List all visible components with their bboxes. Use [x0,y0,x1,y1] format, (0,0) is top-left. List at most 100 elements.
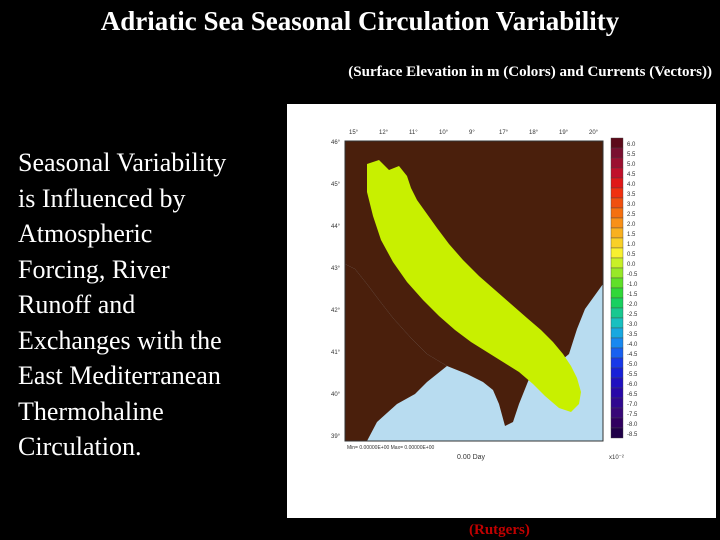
left-axis-label: 42° [331,308,341,314]
top-axis-label: 15° [349,130,359,136]
top-axis-label: 17° [499,130,509,136]
colorbar-label: 0.0 [627,262,636,268]
colorbar-label: -3.5 [627,332,638,338]
colorbar-swatch [610,227,624,239]
colorbar-label: -5.5 [627,372,638,378]
top-axis-label: 18° [529,130,539,136]
colorbar-swatch [610,257,624,269]
colorbar-label: 2.0 [627,222,636,228]
body-text: Seasonal Variability is Influenced by At… [18,145,278,465]
body-line: Atmospheric [18,219,153,248]
colorbar-label: 2.5 [627,212,636,218]
colorbar-label: -6.0 [627,382,638,388]
map-border [344,140,604,442]
colorbar-label: 4.0 [627,182,636,188]
left-axis-label: 46° [331,140,341,146]
colorbar-label: -2.5 [627,312,638,318]
colorbar-label: -3.0 [627,322,638,328]
colorbar-swatch [610,317,624,329]
colorbar-label: -4.5 [627,352,638,358]
colorbar-swatch [610,267,624,279]
colorbar-label: 3.0 [627,202,636,208]
colorbar-label: -5.0 [627,362,638,368]
colorbar-label: -8.0 [627,422,638,428]
left-axis-label: 40° [331,392,341,398]
colorbar-swatch [610,247,624,259]
adriatic-sea [367,160,581,412]
top-axis-label: 11° [409,130,418,136]
left-axis-label: 45° [331,182,341,188]
top-axis-label: 19° [559,130,569,136]
colorbar-swatch [610,277,624,289]
body-line: Circulation. [18,432,142,461]
colorbar-swatch [610,237,624,249]
colorbar-swatch [610,347,624,359]
colorbar-label: -7.5 [627,412,638,418]
colorbar-swatch [610,137,624,149]
body-line: Runoff and [18,290,136,319]
body-line: East Mediterranean [18,361,221,390]
colorbar-label: -6.5 [627,392,638,398]
top-axis-label: 9° [469,130,475,136]
body-line: is Influenced by [18,183,186,213]
colorbar: 6.0 5.5 5.0 4.5 4.0 3.5 3.0 2.5 2.0 1.5 1.0 0.5 0.0 -… [610,137,638,439]
colorbar-label: -2.0 [627,302,638,308]
colorbar-swatch [610,157,624,169]
colorbar-label: -7.0 [627,402,638,408]
credit-label: (Rutgers) [469,522,530,538]
colorbar-swatch [610,307,624,319]
colorbar-swatch [610,357,624,369]
colorbar-label: 1.0 [627,242,636,248]
land-italy-south [345,264,447,441]
left-axis-label: 44° [331,224,341,230]
top-axis-label: 20° [589,130,599,136]
colorbar-swatch [610,387,624,399]
colorbar-label: -4.0 [627,342,638,348]
colorbar-label: -1.5 [627,292,638,298]
left-axis: 46° 45° 44° 43° 42° 41° 40° 39° [331,140,341,440]
adriatic-map-figure: 15° 12° 11° 10° 9° 17° 18° 19° 20° 46° 4… [287,104,716,518]
colorbar-swatch [610,217,624,229]
colorbar-swatch [610,287,624,299]
colorbar-label: -1.0 [627,282,638,288]
body-line: Exchanges with the [18,325,222,355]
slide-title: Adriatic Sea Seasonal Circulation Variab… [100,6,620,36]
colorbar-swatch [610,167,624,179]
body-line: Forcing, River [18,254,170,284]
colorbar-swatch [610,297,624,309]
min-max-label: Min= 0.00000E+00 Max= 0.00000E+00 [347,445,435,451]
scale-note: x10⁻² [609,455,624,461]
colorbar-swatch [610,367,624,379]
colorbar-swatch [610,407,624,419]
colorbar-swatch [610,397,624,409]
colorbar-swatch [610,177,624,189]
colorbar-label: -0.5 [627,272,638,278]
colorbar-swatch [610,147,624,159]
colorbar-swatch [610,427,624,439]
colorbar-label: 5.5 [627,152,636,158]
colorbar-swatch [610,327,624,339]
time-label: 0.00 Day [457,454,486,461]
body-line: Seasonal Variability [18,148,227,177]
colorbar-label: 1.5 [627,232,636,238]
map-svg: 15° 12° 11° 10° 9° 17° 18° 19° 20° 46° 4… [331,130,638,461]
slide-subtitle: (Surface Elevation in m (Colors) and Cur… [348,64,712,80]
top-axis: 15° 12° 11° 10° 9° 17° 18° 19° 20° [349,130,599,136]
colorbar-swatch [610,377,624,389]
top-axis-label: 10° [439,130,449,136]
colorbar-swatch [610,187,624,199]
top-axis-label: 12° [379,130,389,136]
colorbar-label: 0.5 [627,252,636,258]
colorbar-swatch [610,197,624,209]
colorbar-label: 4.5 [627,172,636,178]
colorbar-label: 3.5 [627,192,636,198]
left-axis-label: 41° [331,350,341,356]
colorbar-swatch [610,417,624,429]
body-line: Thermohaline [18,396,164,426]
colorbar-label: 5.0 [627,162,636,168]
left-axis-label: 39° [331,434,341,440]
colorbar-label: -8.5 [627,432,638,438]
colorbar-label: 6.0 [627,142,636,148]
map-panel [344,140,604,442]
left-axis-label: 43° [331,266,341,272]
